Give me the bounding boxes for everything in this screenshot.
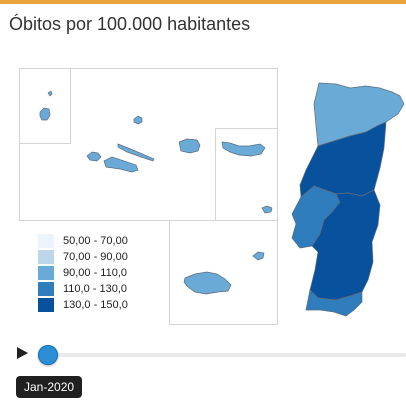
island-santa-maria — [261, 205, 273, 214]
island-terceira — [178, 138, 201, 154]
legend-swatch — [38, 282, 54, 296]
accent-bar — [0, 0, 406, 4]
inset-frame-azores — [19, 68, 278, 221]
legend-swatch — [38, 266, 54, 280]
island-flores — [39, 107, 51, 121]
inset-frame-azores-west — [19, 68, 71, 144]
island-graciosa — [133, 115, 143, 125]
legend-item: 70,00 - 90,00 — [38, 249, 128, 265]
island-madeira — [183, 271, 232, 295]
map-title: Óbitos por 100.000 habitantes — [9, 14, 251, 34]
island-corvo — [47, 90, 53, 97]
island-faial — [86, 151, 102, 162]
legend-swatch — [38, 298, 54, 312]
island-pico — [103, 156, 139, 173]
island-sao-jorge — [117, 143, 155, 162]
timeline-slider-track[interactable] — [38, 353, 406, 357]
island-porto-santo — [252, 251, 265, 261]
legend-label: 50,00 - 70,00 — [63, 235, 128, 247]
legend-item: 90,00 - 110,0 — [38, 265, 128, 281]
legend-label: 70,00 - 90,00 — [63, 251, 128, 263]
region-acores[interactable] — [39, 90, 273, 214]
legend-label: 110,0 - 130,0 — [63, 283, 128, 295]
inset-frame-madeira — [169, 220, 278, 325]
timeline-slider-handle[interactable] — [38, 345, 58, 365]
legend-item: 50,00 - 70,00 — [38, 233, 128, 249]
region-madeira[interactable] — [183, 251, 265, 295]
region-norte[interactable] — [313, 82, 405, 147]
map-legend: 50,00 - 70,00 70,00 - 90,00 90,00 - 110,… — [38, 233, 128, 313]
legend-swatch — [38, 250, 54, 264]
legend-item: 110,0 - 130,0 — [38, 281, 128, 297]
region-algarve[interactable] — [305, 289, 363, 317]
timeline-date-tooltip: Jan-2020 — [16, 376, 83, 398]
legend-swatch — [38, 234, 54, 248]
play-button[interactable] — [17, 347, 28, 359]
legend-label: 130,0 - 150,0 — [63, 299, 128, 311]
legend-label: 90,00 - 110,0 — [63, 267, 128, 279]
legend-item: 130,0 - 150,0 — [38, 297, 128, 313]
island-sao-miguel — [221, 141, 266, 157]
